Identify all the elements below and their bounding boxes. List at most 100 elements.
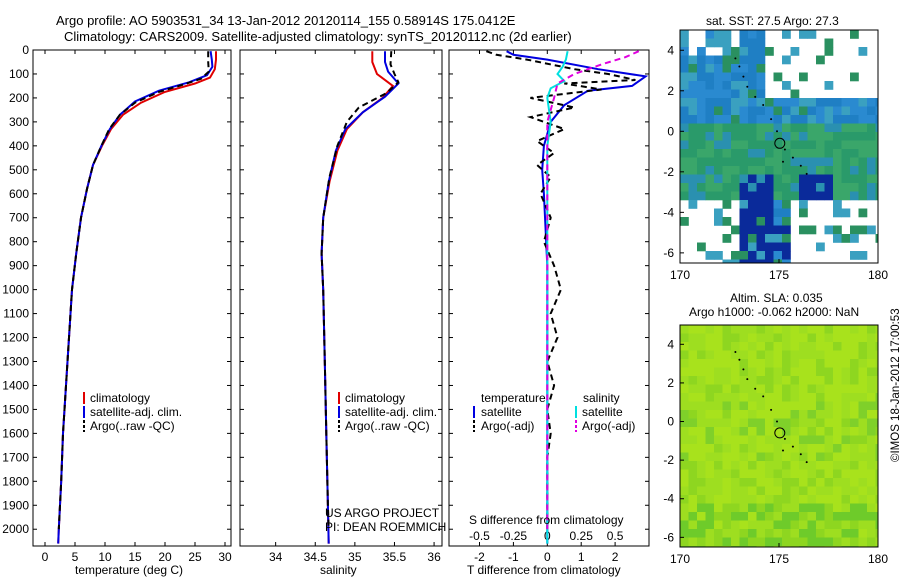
map-cell — [816, 98, 825, 107]
map-cell — [748, 174, 757, 184]
map-cell — [722, 132, 732, 141]
map-cell — [756, 435, 766, 445]
map-cell — [867, 115, 876, 124]
map-cell — [731, 115, 740, 124]
map-cell — [875, 342, 878, 351]
map-cell — [850, 115, 859, 124]
map-cell — [782, 529, 791, 538]
map-cell — [697, 174, 706, 184]
map-cell — [722, 461, 732, 470]
map-cell — [816, 393, 825, 402]
map-cell — [875, 512, 878, 521]
map-lat-label: 0 — [667, 415, 674, 429]
map-cell — [765, 325, 774, 334]
map-cell — [773, 427, 783, 436]
map-cell — [875, 115, 878, 124]
map-cell — [748, 140, 757, 150]
map-cell — [697, 512, 706, 521]
map-cell — [773, 72, 783, 82]
map-cell — [756, 350, 766, 360]
s-difference-tick-label: 0.5 — [607, 529, 624, 543]
map-cell — [816, 140, 825, 150]
map-cell — [850, 123, 859, 133]
map-cell — [756, 106, 766, 116]
map-cell — [739, 393, 749, 402]
map-cell — [756, 30, 766, 39]
map-cell — [807, 537, 817, 547]
map-cell — [790, 89, 800, 99]
map-cell — [756, 444, 766, 453]
map-cell — [875, 418, 878, 428]
map-cell — [782, 98, 791, 107]
map-cell — [680, 64, 689, 73]
map-cell — [731, 81, 740, 90]
map-cell — [824, 367, 834, 377]
map-cell — [680, 132, 689, 141]
map-cell — [807, 512, 817, 521]
map-cell — [748, 81, 757, 90]
map-cell — [722, 72, 732, 82]
map-cell — [731, 384, 740, 394]
map-cell — [773, 174, 783, 184]
map-cell — [680, 325, 689, 334]
map-cell — [739, 132, 749, 141]
map-cell — [688, 503, 698, 513]
map-cell — [705, 418, 715, 428]
map-cell — [680, 486, 689, 496]
map-cell — [765, 132, 774, 141]
map-cell — [782, 461, 791, 470]
map-cell — [833, 174, 842, 184]
map-lat-label: -4 — [663, 492, 674, 506]
map-cell — [688, 452, 698, 462]
sst-map-title: sat. SST: 27.5 Argo: 27.3 — [706, 14, 839, 28]
map-cell — [824, 469, 834, 479]
map-cell — [773, 234, 783, 243]
map-cell — [748, 435, 757, 445]
map-cell — [680, 81, 689, 90]
map-cell — [765, 47, 774, 56]
map-cell — [841, 495, 851, 504]
map-cell — [739, 401, 749, 411]
map-cell — [782, 367, 791, 377]
map-cell — [705, 410, 715, 419]
map-cell — [714, 401, 723, 411]
map-cell — [688, 427, 698, 436]
map-cell — [705, 427, 715, 436]
map-cell — [841, 115, 851, 124]
map-cell — [833, 115, 842, 124]
map-cell — [748, 259, 757, 263]
map-cell — [816, 367, 825, 377]
s-difference-tick-label: -0.25 — [500, 529, 528, 543]
map-cell — [688, 495, 698, 504]
map-cell — [807, 183, 817, 192]
map-cell — [739, 367, 749, 377]
map-cell — [790, 367, 800, 377]
map-cell — [807, 140, 817, 150]
map-cell — [705, 191, 715, 201]
map-cell — [731, 461, 740, 470]
map-cell — [765, 225, 774, 235]
map-cell — [867, 376, 876, 385]
map-cell — [782, 115, 791, 124]
map-cell — [824, 461, 834, 470]
map-cell — [748, 529, 757, 538]
map-cell — [824, 81, 834, 90]
map-cell — [680, 401, 689, 411]
map-cell — [858, 512, 868, 521]
map-cell — [680, 461, 689, 470]
track-point — [738, 65, 741, 68]
map-cell — [765, 174, 774, 184]
t-difference-axis-label: T difference from climatology — [467, 563, 621, 577]
map-cell — [807, 461, 817, 470]
map-cell — [841, 106, 851, 116]
temperature-tick-label: 30 — [218, 550, 232, 564]
map-cell — [739, 435, 749, 445]
map-cell — [731, 191, 740, 201]
map-cell — [722, 174, 732, 184]
map-cell — [697, 89, 706, 99]
map-cell — [688, 149, 698, 158]
s-difference-tick-label: -0.5 — [469, 529, 490, 543]
map-cell — [858, 410, 868, 419]
map-cell — [705, 89, 715, 99]
map-cell — [816, 478, 825, 487]
